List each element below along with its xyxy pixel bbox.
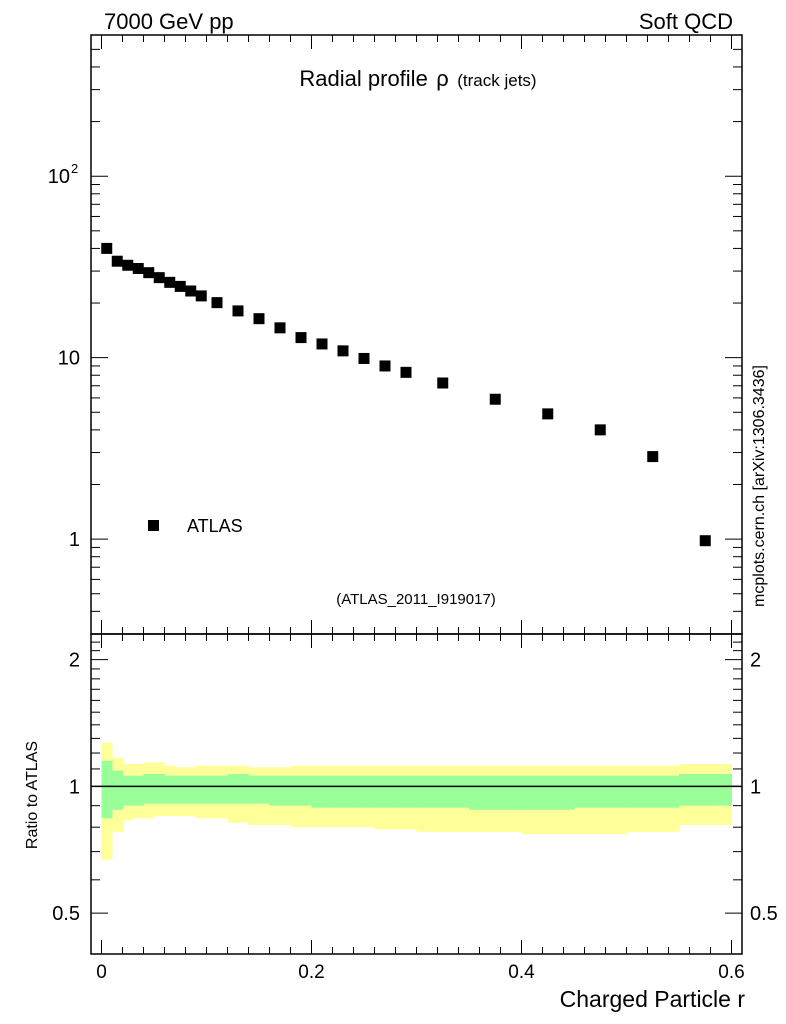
data-point-atlas (489, 393, 501, 405)
ratio-panel-plot-area: 0 0.2 0.4 0.6 0.5 0.5 1 1 2 2 (52, 633, 778, 983)
data-point-atlas (647, 451, 659, 463)
data-point-atlas (400, 366, 412, 378)
data-point-atlas (232, 305, 244, 317)
main-title: Radial profile ρ (track jets) (299, 66, 536, 91)
data-point-atlas (195, 290, 207, 302)
data-point-atlas (379, 360, 391, 372)
ratio-band-stat-bin (206, 775, 228, 804)
ratio-band-stat-bin (332, 775, 354, 808)
ratio-band-stat-bin (269, 775, 291, 806)
ratio-y-tick-label-left: 1 (69, 776, 80, 798)
data-point-atlas (316, 338, 328, 350)
data-point-atlas (253, 313, 265, 325)
x-tick-label: 0.2 (298, 962, 324, 983)
ratio-band-stat-bin (574, 775, 627, 808)
ratio-band-stat-bin (164, 775, 176, 804)
y-tick-label: 10 (58, 348, 80, 370)
data-point-atlas (132, 262, 144, 274)
x-tick-label: 0.4 (508, 962, 535, 983)
ratio-band-stat-bin (196, 775, 207, 804)
data-point-atlas (143, 267, 155, 279)
ratio-band-stat-bin (416, 775, 470, 808)
data-point-atlas (185, 285, 197, 297)
ratio-band-stat-bin (122, 775, 134, 806)
ratio-panel: 0 0.2 0.4 0.6 0.5 0.5 1 1 2 2 Ratio to ATLAS Char… (24, 633, 778, 1012)
data-point-atlas (211, 297, 223, 309)
ratio-band-stat-bin (154, 773, 165, 804)
y-tick-label: 1 (69, 529, 80, 551)
data-point-atlas (101, 242, 113, 254)
ratio-y-axis-label: Ratio to ATLAS (24, 741, 41, 849)
data-point-atlas (699, 535, 711, 547)
ratio-band-stat-bin (175, 775, 186, 804)
data-point-atlas (164, 276, 176, 288)
ratio-band-stat-bin (133, 775, 144, 806)
ratio-band-stat-bin (311, 775, 333, 808)
header-right-label: Soft QCD (639, 9, 733, 34)
legend-label: ATLAS (187, 516, 243, 536)
legend: ATLAS (148, 516, 243, 536)
x-tick-label: 0.6 (718, 962, 744, 983)
ratio-band-stat-bin (112, 770, 123, 810)
ratio-y-tick-label-right: 1 (750, 776, 761, 798)
ratio-y-tick-label-right: 0.5 (750, 903, 778, 925)
ratio-band-stat-bin (521, 775, 575, 810)
side-credit-label: mcplots.cern.ch [arXiv:1306.3436] (751, 365, 768, 607)
analysis-label: (ATLAS_2011_I919017) (336, 591, 496, 608)
x-tick-label: 0 (96, 962, 107, 983)
data-point-atlas (295, 332, 307, 344)
ratio-band-stat-bin (469, 775, 522, 810)
ratio-band-stat-bin (143, 773, 155, 804)
ratio-y-tick-label-left: 2 (69, 650, 80, 672)
ratio-band-stat-bin (679, 773, 732, 806)
ratio-band-stat-bin (185, 775, 197, 804)
data-point-atlas (358, 352, 370, 364)
data-point-atlas (122, 259, 134, 271)
x-axis-label: Charged Particle r (560, 986, 746, 1012)
ratio-band-stat-bin (374, 775, 396, 808)
ratio-band-stat-bin (101, 760, 113, 819)
data-point-atlas (594, 424, 606, 436)
ratio-y-tick-label-right: 2 (750, 650, 761, 672)
ratio-band-stat-bin (395, 775, 417, 808)
data-point-atlas (174, 280, 186, 292)
data-point-atlas (542, 408, 554, 420)
ratio-y-tick-label-left: 0.5 (52, 903, 80, 925)
ratio-band-stat-bin (248, 775, 270, 804)
header-left-label: 7000 GeV pp (104, 9, 234, 34)
data-point-atlas (153, 272, 165, 284)
data-point-atlas (337, 345, 349, 357)
data-point-atlas (437, 377, 449, 389)
y-tick-label-exponent: 2 (71, 161, 78, 176)
ratio-band-stat-bin (227, 773, 249, 804)
data-point-atlas (111, 255, 123, 267)
ratio-band-stat-bin (626, 775, 680, 808)
main-panel-frame (90, 34, 743, 635)
legend-marker (148, 520, 159, 531)
data-point-atlas (274, 322, 286, 334)
ratio-band-stat-bin (290, 775, 312, 806)
ratio-band-stat-bin (353, 775, 375, 808)
y-tick-label: 10 (48, 166, 70, 188)
